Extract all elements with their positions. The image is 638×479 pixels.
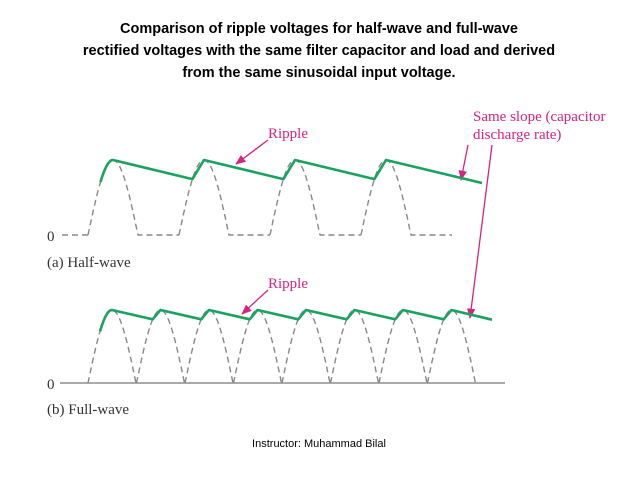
caption: (b) Full-wave <box>47 402 129 418</box>
output-wave <box>98 308 493 332</box>
zero-label: 0 <box>47 229 55 245</box>
title-line: rectified voltages with the same filter … <box>83 43 555 59</box>
output-wave <box>99 158 483 185</box>
ripple-label: Ripple <box>268 126 308 142</box>
input-wave <box>87 309 477 384</box>
ripple-label: Ripple <box>268 276 308 292</box>
arrow <box>241 289 269 315</box>
title-line: from the same sinusoidal input voltage. <box>182 65 455 81</box>
footer: Instructor: Muhammad Bilal <box>252 438 386 450</box>
caption: (a) Half-wave <box>47 255 131 271</box>
slope-label: Same slope (capacitor <box>473 109 605 125</box>
arrow <box>467 144 493 320</box>
arrow <box>235 139 269 165</box>
slope-label: discharge rate) <box>473 127 561 143</box>
input-wave <box>62 159 452 236</box>
arrow <box>458 144 469 182</box>
zero-label: 0 <box>47 377 55 393</box>
title-line: Comparison of ripple voltages for half-w… <box>120 21 518 37</box>
